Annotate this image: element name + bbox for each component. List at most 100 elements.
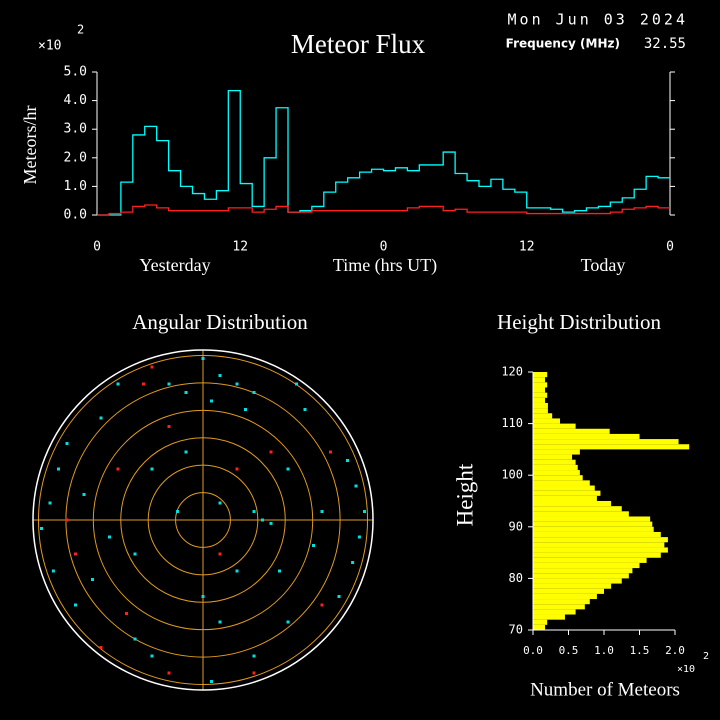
meteor-point <box>150 654 154 658</box>
y-tick-label: 2.0 <box>64 150 87 165</box>
x-tick-label: 12 <box>519 240 535 255</box>
height-bar <box>533 537 668 543</box>
meteor-point <box>167 671 171 675</box>
x-tick-label: 0 <box>666 240 674 255</box>
meteor-point <box>218 374 222 377</box>
height-bar <box>533 609 576 615</box>
meteor-point <box>150 467 154 471</box>
horizon <box>32 349 374 691</box>
meteor-point <box>167 382 171 386</box>
height-bar <box>533 454 573 460</box>
height-bar <box>533 408 548 414</box>
x-tick-label: 0.5 <box>559 644 579 657</box>
meteor-point <box>357 535 361 539</box>
flux-line <box>97 204 670 216</box>
frequency: 32.55 <box>644 36 686 52</box>
meteor-point <box>269 521 273 525</box>
height-bar <box>533 599 590 605</box>
y-tick-label: 4.0 <box>64 93 87 108</box>
meteor-point <box>329 450 332 454</box>
meteor-point <box>150 365 154 369</box>
height-bar <box>533 531 661 538</box>
height-bar <box>533 392 548 398</box>
height-bar <box>533 439 679 445</box>
meteor-point <box>337 595 341 598</box>
height-bar <box>533 516 651 522</box>
height-bar <box>533 557 647 563</box>
height-bar <box>533 433 640 440</box>
meteor-point <box>40 527 43 530</box>
meteor-point <box>363 510 366 513</box>
date: Mon Jun 03 2024 <box>508 11 688 29</box>
height-title: Height Distribution <box>497 310 661 334</box>
meteor-point <box>57 467 60 471</box>
x-tick-label: 0 <box>380 240 388 255</box>
meteor-point <box>108 535 111 539</box>
meteor-point <box>286 467 290 471</box>
meteor-point <box>261 518 264 522</box>
meteor-point <box>295 382 298 386</box>
y-axis-label: Meteors/hr <box>20 106 40 185</box>
height-bar <box>533 578 622 584</box>
meteor-point <box>91 578 94 581</box>
meteor-point <box>167 425 171 428</box>
height-bar <box>533 562 640 569</box>
height-bar <box>533 423 576 429</box>
frequency-label: Frequency (MHz) <box>506 37 620 51</box>
meteor-point <box>354 484 358 488</box>
meteor-point <box>176 510 179 513</box>
meteor-point <box>116 467 120 471</box>
meteor-point <box>351 561 355 564</box>
height-bar <box>533 624 546 630</box>
x-tick-label: 1.0 <box>594 644 614 657</box>
yesterday-label: Yesterday <box>139 255 210 275</box>
height-bar <box>533 604 585 610</box>
height-bar <box>533 506 622 512</box>
height-bar <box>533 372 548 378</box>
meteor-point <box>184 391 188 394</box>
height-bar <box>533 397 546 403</box>
height-bar <box>533 464 578 471</box>
meteor-point <box>286 620 290 624</box>
height-bar <box>533 573 629 579</box>
x-tick-label: 0 <box>93 240 101 255</box>
height-bar <box>533 495 597 501</box>
flux-title: Meteor Flux <box>291 29 426 59</box>
y-exponent: 2 <box>77 23 84 37</box>
height-bar <box>533 428 610 434</box>
height-bar <box>533 413 553 419</box>
flux-line <box>97 89 670 216</box>
meteor-point <box>82 493 86 496</box>
meteor-point <box>210 399 213 403</box>
meteor-point <box>201 595 205 598</box>
meteor-point <box>320 603 324 607</box>
meteor-point <box>218 620 222 624</box>
y-tick-label: 90 <box>509 519 523 533</box>
meteor-point <box>48 501 52 505</box>
height-bar <box>533 475 583 481</box>
count-axis-label: Number of Meteors <box>530 679 680 700</box>
x-exponent: 2 <box>703 651 709 662</box>
x-tick-label: 1.5 <box>630 644 650 657</box>
meteor-point <box>125 612 128 615</box>
meteor-point <box>252 510 256 513</box>
height-bar <box>533 614 565 620</box>
meteor-point <box>133 552 137 556</box>
y-tick-label: 3.0 <box>64 122 87 137</box>
meteor-point <box>65 442 69 445</box>
height-bar <box>533 552 661 558</box>
height-bar <box>533 501 612 507</box>
meteor-point <box>218 501 222 505</box>
height-bar <box>533 511 629 517</box>
meteor-point <box>51 569 55 573</box>
meteor-point <box>235 569 239 573</box>
meteor-point <box>312 544 315 547</box>
meteor-point <box>74 603 77 607</box>
meteor-point <box>218 552 222 556</box>
height-bar <box>533 526 654 532</box>
x-tick-label: 2.0 <box>665 644 685 657</box>
height-bar <box>533 619 548 625</box>
meteor-point <box>133 637 137 641</box>
meteor-point <box>116 382 120 386</box>
y-multiplier: ×10 <box>38 39 61 54</box>
